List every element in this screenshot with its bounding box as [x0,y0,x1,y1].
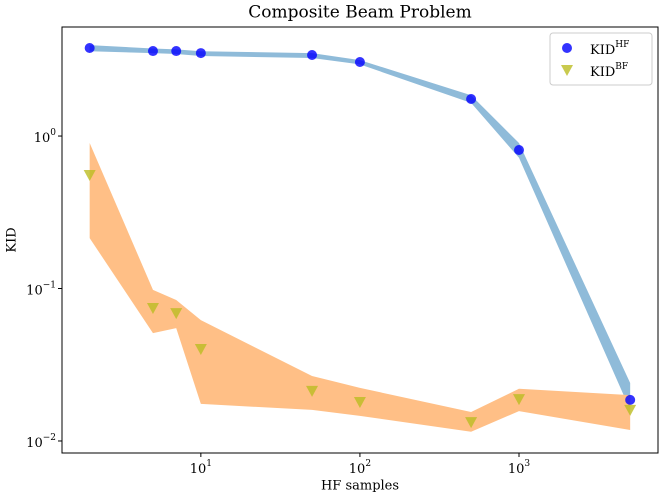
data-point [147,46,158,57]
legend-marker [562,43,572,53]
x-tick-label-base: 10 [190,462,207,477]
y-tick-label-base: 10 [26,435,43,450]
x-tick-label: 102 [349,459,371,477]
x-tick-label-exponent: 1 [206,459,212,469]
chart-title: Composite Beam Problem [248,3,471,23]
y-tick-label: 10−2 [26,432,56,450]
x-tick-label: 101 [190,459,212,477]
y-tick-label-exponent: −2 [43,432,56,442]
data-point [353,397,366,409]
legend-label: KIDBF [590,62,628,80]
y-tick-label-base: 10 [34,131,51,146]
y-axis-label: KID [5,227,20,252]
data-point [625,394,636,405]
data-point [170,308,183,320]
y-tick-label-exponent: −1 [43,280,56,290]
legend-name: KID [590,65,615,80]
x-axis-label: HF samples [321,479,399,494]
legend-superscript: HF [615,40,629,50]
data-point [512,394,525,406]
confidence-band [89,45,631,410]
y-tick-label: 100 [34,128,57,146]
data-point [513,144,524,155]
data-point [624,404,637,416]
legend-marker [561,65,573,76]
y-tick-label-base: 10 [26,283,43,298]
data-point [195,48,206,59]
legend-superscript: BF [615,62,628,72]
confidence-band [89,143,631,432]
x-tick-label-exponent: 2 [365,459,371,469]
x-tick-label-base: 10 [349,462,366,477]
x-tick-label: 103 [508,459,531,477]
data-point [465,417,478,429]
legend-name: KID [590,43,615,58]
data-point [83,170,96,182]
data-point [171,46,182,57]
data-point [466,93,477,104]
data-point [194,344,207,356]
legend-label: KIDHF [590,40,629,58]
x-tick-label-base: 10 [508,462,525,477]
x-tick-label-exponent: 3 [524,459,530,469]
y-tick-label-exponent: 0 [50,128,56,138]
data-point [146,303,159,315]
y-tick-label: 10−1 [26,280,56,298]
data-point [354,56,365,67]
data-point [84,42,95,53]
data-point [307,50,318,61]
legend-box [549,32,653,86]
data-point [306,385,319,397]
